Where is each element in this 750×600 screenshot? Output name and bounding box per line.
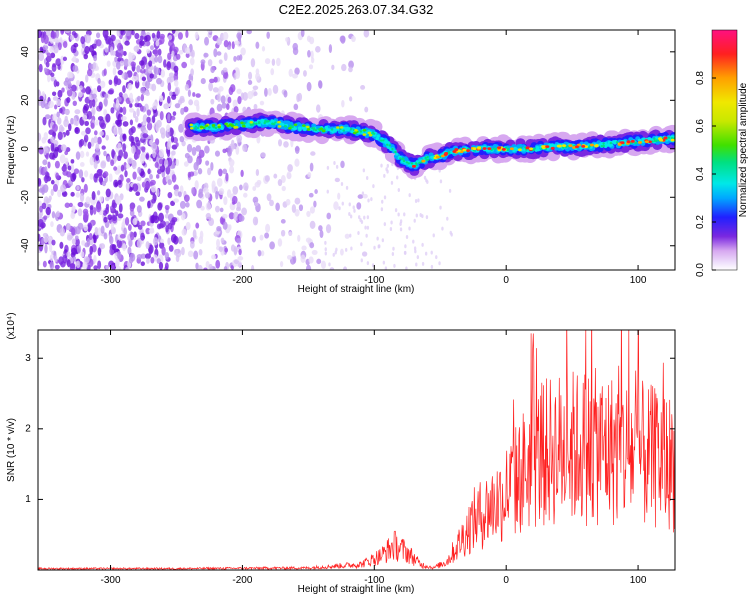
- x-tick-label: -200: [232, 275, 252, 286]
- x-tick-label: 0: [503, 275, 509, 286]
- snr-multiplier: (x10⁴): [6, 312, 17, 339]
- y-tick-label: 2: [25, 423, 31, 434]
- snr-frame: [37, 329, 676, 571]
- colorbar-tick-label: 0.8: [695, 71, 706, 85]
- y-tick-label: 1: [25, 494, 31, 505]
- snr-x-axis: -300 -200 -100 0 100: [101, 330, 647, 586]
- y-tick-label: -20: [20, 190, 31, 205]
- snr-y-label: SNR (10 * v/v): [6, 418, 17, 482]
- colorbar: 0.0 0.2 0.4 0.6 0.8 Normalized spectral ampl…: [695, 29, 749, 277]
- y-tick-label: 20: [20, 94, 31, 106]
- snr-x-label: Height of straight line (km): [298, 584, 415, 595]
- snr-panel: -300 -200 -100 0 100 1 2 3 Height of straight …: [6, 312, 676, 595]
- colorbar-ticks: 0.0 0.2 0.4 0.6 0.8: [695, 71, 716, 277]
- x-tick-label: -200: [232, 575, 252, 586]
- snr-series-line: [38, 330, 675, 570]
- snr-y-axis: 1 2 3: [25, 353, 675, 505]
- x-tick-label: -300: [101, 575, 121, 586]
- spectrogram-noise-layer: [38, 30, 453, 270]
- colorbar-tick-label: 0.0: [695, 263, 706, 277]
- colorbar-tick-label: 0.6: [695, 119, 706, 133]
- spectrogram-frame: [37, 29, 676, 271]
- chart-title: C2E2.2025.263.07.34.G32: [279, 2, 434, 17]
- spectrogram-x-axis: -300 -200 -100 0 100: [101, 30, 647, 286]
- y-tick-label: 40: [20, 46, 31, 58]
- spectrogram-ridge-layer: [183, 108, 675, 179]
- spectrogram-y-label: Frequency (Hz): [6, 116, 17, 185]
- x-tick-label: -100: [364, 575, 384, 586]
- y-tick-label: 3: [25, 353, 31, 364]
- x-tick-label: -100: [364, 275, 384, 286]
- x-tick-label: 100: [630, 575, 647, 586]
- x-tick-label: 0: [503, 575, 509, 586]
- colorbar-tick-label: 0.4: [695, 167, 706, 181]
- colorbar-tick-label: 0.2: [695, 215, 706, 229]
- y-tick-label: -40: [20, 238, 31, 253]
- colorbar-scale: [711, 29, 738, 271]
- y-tick-label: 0: [20, 146, 31, 152]
- spectrogram-y-axis: -40 -20 0 20 40: [20, 46, 675, 253]
- x-tick-label: 100: [630, 275, 647, 286]
- x-tick-label: -300: [101, 275, 121, 286]
- colorbar-label: Normalized spectral amplitude: [738, 82, 749, 217]
- spectrogram-x-label: Height of straight line (km): [298, 284, 415, 295]
